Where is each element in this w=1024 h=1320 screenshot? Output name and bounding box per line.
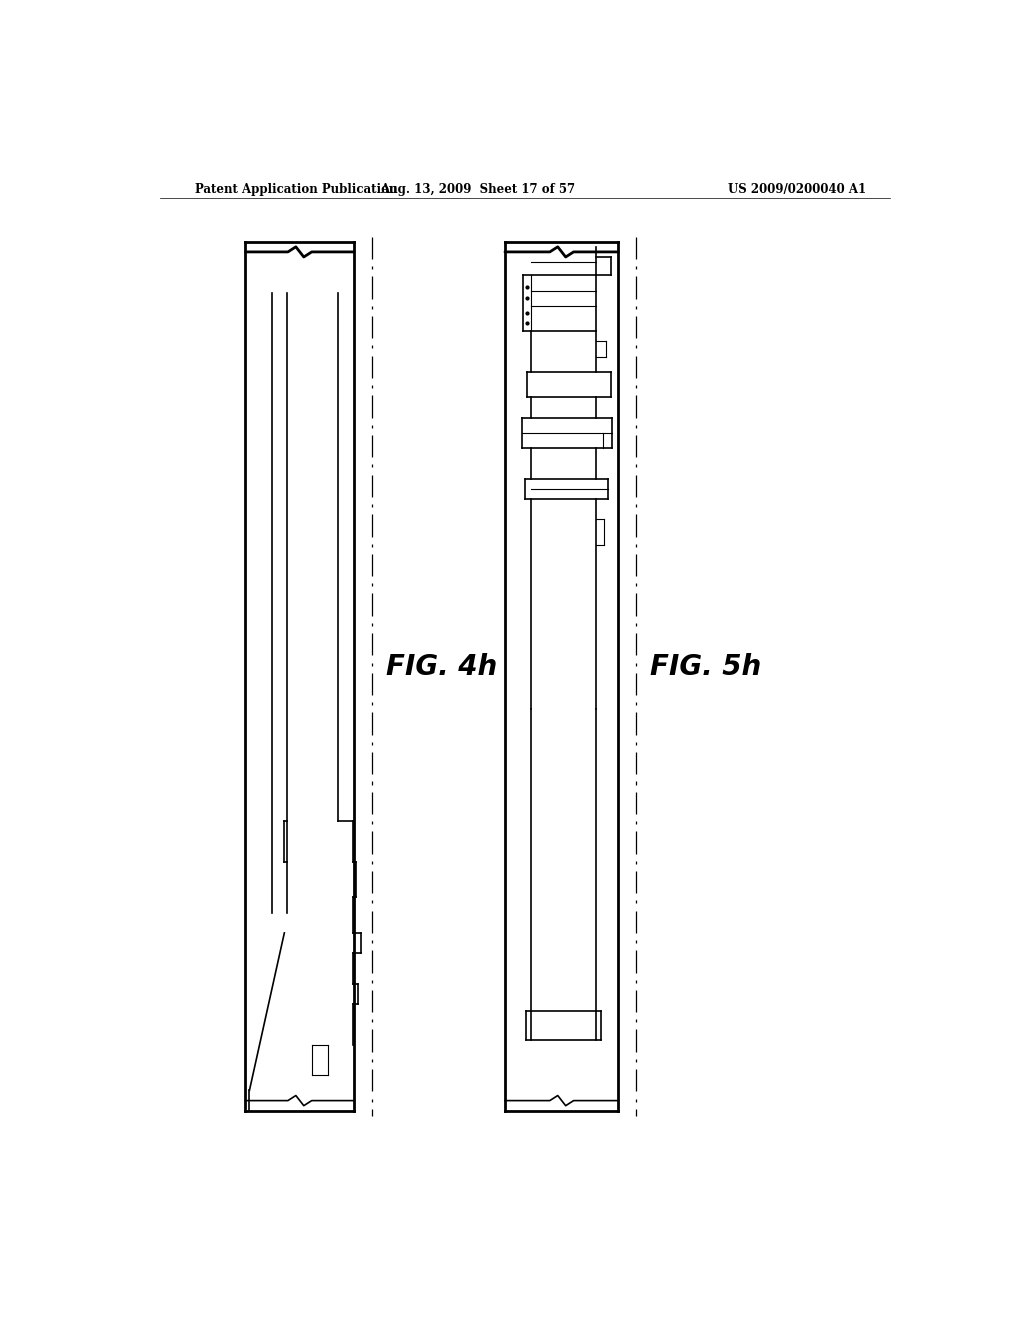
Text: US 2009/0200040 A1: US 2009/0200040 A1 (728, 183, 866, 197)
Text: FIG. 4h: FIG. 4h (386, 652, 498, 681)
Text: Aug. 13, 2009  Sheet 17 of 57: Aug. 13, 2009 Sheet 17 of 57 (380, 183, 574, 197)
Text: FIG. 5h: FIG. 5h (650, 652, 762, 681)
Text: Patent Application Publication: Patent Application Publication (196, 183, 398, 197)
